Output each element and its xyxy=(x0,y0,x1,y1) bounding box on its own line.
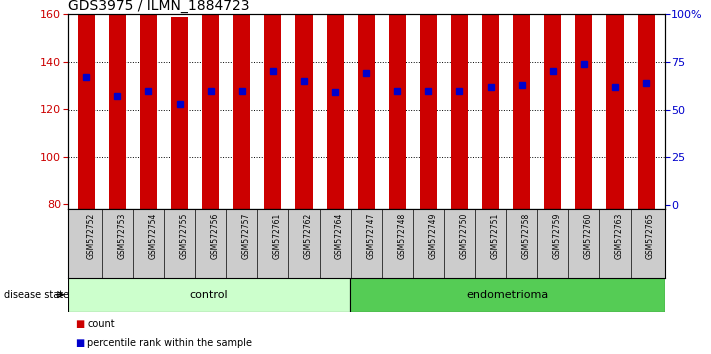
Bar xyxy=(482,0,499,209)
Text: GSM572751: GSM572751 xyxy=(491,213,500,259)
Text: count: count xyxy=(87,319,115,329)
Text: ■: ■ xyxy=(75,319,84,329)
Text: GSM572748: GSM572748 xyxy=(397,213,406,259)
Text: disease state: disease state xyxy=(4,290,69,300)
Bar xyxy=(351,278,665,312)
Text: GSM572761: GSM572761 xyxy=(273,213,282,259)
Bar xyxy=(202,0,219,209)
Bar xyxy=(513,0,530,209)
Bar xyxy=(140,0,157,209)
Bar xyxy=(419,0,437,209)
Bar xyxy=(451,0,468,209)
Bar xyxy=(358,0,375,209)
Text: GSM572750: GSM572750 xyxy=(459,213,469,259)
Text: GDS3975 / ILMN_1884723: GDS3975 / ILMN_1884723 xyxy=(68,0,249,13)
Text: GSM572756: GSM572756 xyxy=(210,213,220,259)
Text: GSM572760: GSM572760 xyxy=(584,213,593,259)
Bar xyxy=(171,17,188,209)
Bar xyxy=(389,2,406,209)
Bar xyxy=(326,0,343,209)
Bar xyxy=(68,278,351,312)
Text: percentile rank within the sample: percentile rank within the sample xyxy=(87,338,252,348)
Text: GSM572759: GSM572759 xyxy=(553,213,562,259)
Bar xyxy=(544,0,562,209)
Bar xyxy=(575,0,592,209)
Text: GSM572755: GSM572755 xyxy=(180,213,188,259)
Bar xyxy=(264,0,282,209)
Text: GSM572752: GSM572752 xyxy=(86,213,95,259)
Bar xyxy=(295,0,313,209)
Text: ■: ■ xyxy=(75,338,84,348)
Text: GSM572765: GSM572765 xyxy=(646,213,655,259)
Bar xyxy=(233,0,250,209)
Text: GSM572763: GSM572763 xyxy=(615,213,624,259)
Text: GSM572753: GSM572753 xyxy=(117,213,127,259)
Text: endometrioma: endometrioma xyxy=(466,290,549,300)
Text: control: control xyxy=(190,290,228,300)
Bar xyxy=(77,0,95,209)
Text: GSM572749: GSM572749 xyxy=(428,213,437,259)
Text: GSM572757: GSM572757 xyxy=(242,213,251,259)
Bar xyxy=(638,0,655,209)
Text: GSM572747: GSM572747 xyxy=(366,213,375,259)
Text: GSM572764: GSM572764 xyxy=(335,213,344,259)
Bar xyxy=(606,0,624,209)
Text: GSM572758: GSM572758 xyxy=(522,213,530,259)
Bar xyxy=(109,10,126,209)
Text: GSM572754: GSM572754 xyxy=(149,213,157,259)
Text: GSM572762: GSM572762 xyxy=(304,213,313,259)
